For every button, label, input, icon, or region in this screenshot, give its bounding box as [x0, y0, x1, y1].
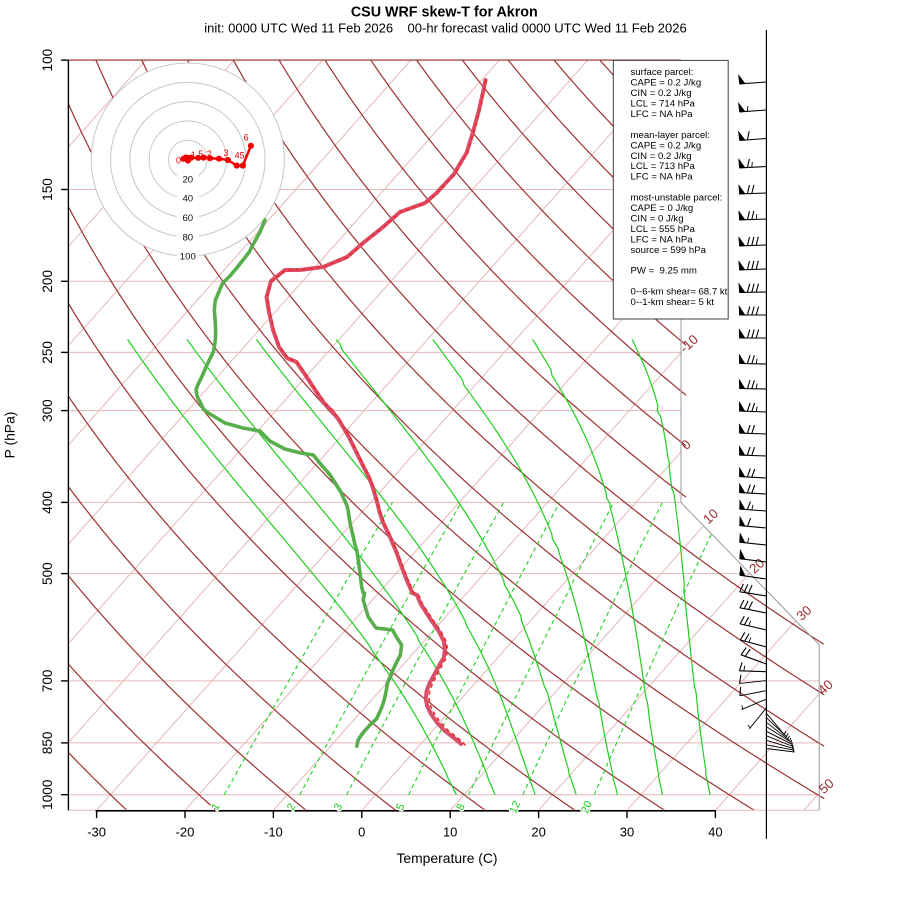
svg-text:40: 40 [708, 824, 722, 839]
svg-text:1000: 1000 [40, 779, 55, 810]
svg-text:0: 0 [176, 156, 181, 166]
svg-text:20: 20 [531, 824, 545, 839]
svg-text:0--6-km shear= 68.7 kt: 0--6-km shear= 68.7 kt [631, 287, 728, 298]
svg-text:-30: -30 [87, 824, 106, 839]
svg-text:LCL = 713 hPa: LCL = 713 hPa [631, 161, 696, 172]
svg-text:6: 6 [244, 132, 249, 142]
svg-text:init: 0000 UTC Wed 11 Feb 2026: init: 0000 UTC Wed 11 Feb 2026 00-hr for… [204, 20, 686, 35]
svg-text:500: 500 [40, 562, 55, 585]
svg-text:10: 10 [443, 824, 457, 839]
svg-text:2: 2 [207, 149, 212, 159]
svg-text:mean-layer parcel:: mean-layer parcel: [631, 130, 710, 141]
svg-text:CAPE = 0 J/kg: CAPE = 0 J/kg [631, 203, 694, 214]
svg-text:150: 150 [40, 178, 55, 201]
svg-text:850: 850 [40, 731, 55, 754]
svg-text:700: 700 [40, 669, 55, 692]
svg-text:CIN = 0.2 J/kg: CIN = 0.2 J/kg [631, 151, 692, 162]
svg-text:CAPE = 0.2 J/kg: CAPE = 0.2 J/kg [631, 140, 702, 151]
svg-text:100: 100 [40, 48, 55, 71]
svg-text:300: 300 [40, 399, 55, 422]
svg-text:400: 400 [40, 491, 55, 514]
svg-text:40: 40 [182, 194, 193, 205]
svg-text:10: 10 [700, 506, 721, 527]
svg-text:30: 30 [620, 824, 634, 839]
svg-text:3: 3 [223, 148, 228, 158]
svg-text:5: 5 [198, 149, 203, 159]
svg-text:0--1-km shear= 5 kt: 0--1-km shear= 5 kt [631, 297, 715, 308]
svg-text:80: 80 [182, 232, 193, 243]
svg-text:source = 599 hPa: source = 599 hPa [631, 245, 707, 256]
svg-text:200: 200 [40, 270, 55, 293]
svg-text:LFC = NA hPa: LFC = NA hPa [631, 172, 694, 183]
svg-text:CIN = 0.2 J/kg: CIN = 0.2 J/kg [631, 88, 692, 99]
svg-text:0: 0 [358, 824, 365, 839]
svg-text:PW = 9.25 mm: PW = 9.25 mm [631, 266, 697, 277]
svg-text:LCL = 714 hPa: LCL = 714 hPa [631, 99, 696, 110]
svg-text:CSU WRF skew-T for Akron: CSU WRF skew-T for Akron [351, 5, 538, 21]
svg-text:surface parcel:: surface parcel: [631, 67, 694, 78]
svg-text:20: 20 [182, 174, 193, 185]
svg-text:45: 45 [235, 151, 245, 161]
svg-text:LFC = NA hPa: LFC = NA hPa [631, 109, 694, 120]
svg-text:-10: -10 [264, 824, 283, 839]
svg-text:LFC = NA hPa: LFC = NA hPa [631, 234, 694, 245]
svg-text:CIN = 0 J/kg: CIN = 0 J/kg [631, 214, 684, 225]
svg-text:250: 250 [40, 341, 55, 364]
svg-text:60: 60 [182, 213, 193, 224]
svg-text:-20: -20 [176, 824, 195, 839]
svg-text:100: 100 [180, 252, 196, 263]
svg-text:40: 40 [815, 677, 836, 698]
svg-text:CAPE = 0.2 J/kg: CAPE = 0.2 J/kg [631, 78, 702, 89]
svg-text:Temperature (C): Temperature (C) [396, 850, 497, 866]
svg-text:50: 50 [816, 776, 837, 797]
svg-text:LCL = 555 hPa: LCL = 555 hPa [631, 224, 696, 235]
svg-text:P (hPa): P (hPa) [2, 412, 18, 459]
svg-text:most-unstable parcel:: most-unstable parcel: [631, 193, 723, 204]
